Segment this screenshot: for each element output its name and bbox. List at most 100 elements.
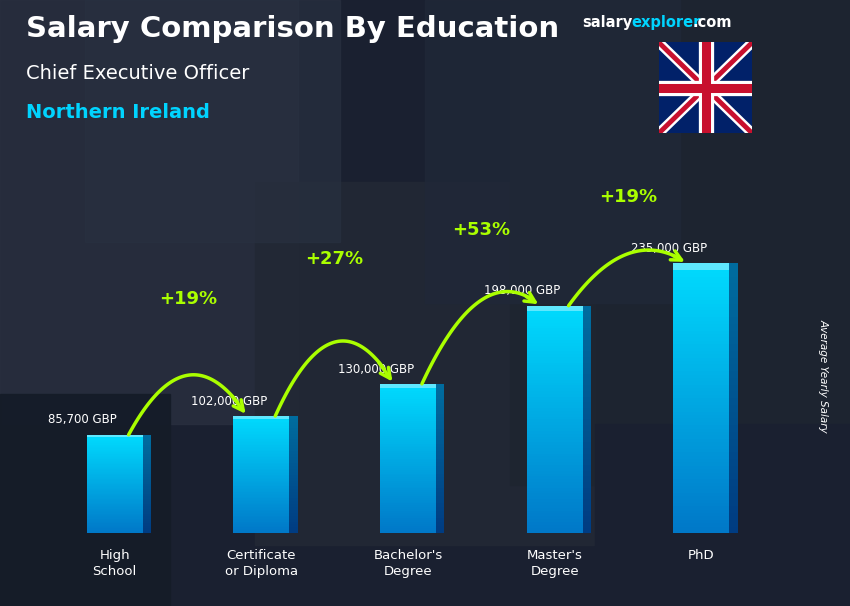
Bar bbox=[289, 507, 297, 510]
Bar bbox=[234, 476, 289, 478]
Bar bbox=[729, 419, 738, 425]
Bar bbox=[729, 338, 738, 344]
Bar bbox=[87, 512, 143, 513]
Bar bbox=[87, 511, 143, 512]
Bar bbox=[673, 307, 729, 310]
Bar bbox=[729, 405, 738, 411]
Bar bbox=[527, 362, 582, 365]
Bar bbox=[87, 490, 143, 491]
Bar bbox=[436, 496, 445, 500]
Bar bbox=[289, 524, 297, 527]
Bar bbox=[527, 516, 582, 519]
Bar bbox=[527, 502, 582, 505]
Bar bbox=[436, 433, 445, 436]
Bar bbox=[289, 484, 297, 487]
Bar bbox=[582, 528, 591, 533]
Bar bbox=[527, 445, 582, 448]
Bar bbox=[234, 416, 289, 419]
Bar bbox=[673, 310, 729, 314]
Bar bbox=[380, 388, 436, 390]
Bar bbox=[673, 425, 729, 428]
Bar bbox=[143, 457, 151, 459]
Bar bbox=[234, 454, 289, 456]
Bar bbox=[673, 301, 729, 304]
Bar bbox=[729, 324, 738, 331]
Bar bbox=[87, 508, 143, 510]
Bar bbox=[380, 488, 436, 490]
Bar bbox=[527, 473, 582, 476]
Bar bbox=[380, 494, 436, 496]
Bar bbox=[234, 463, 289, 464]
Bar bbox=[234, 444, 289, 445]
Bar bbox=[527, 525, 582, 528]
Bar bbox=[582, 317, 591, 323]
Bar bbox=[673, 482, 729, 486]
Bar bbox=[234, 434, 289, 435]
Bar bbox=[729, 493, 738, 499]
Text: 198,000 GBP: 198,000 GBP bbox=[484, 284, 560, 298]
Bar bbox=[729, 445, 738, 452]
Bar bbox=[436, 395, 445, 399]
Bar bbox=[234, 524, 289, 526]
Bar bbox=[436, 514, 445, 518]
Bar bbox=[87, 452, 143, 453]
Bar bbox=[380, 507, 436, 509]
Bar bbox=[87, 489, 143, 490]
Bar bbox=[289, 492, 297, 495]
Bar bbox=[234, 517, 289, 519]
Bar bbox=[87, 477, 143, 478]
Bar bbox=[380, 518, 436, 520]
Bar bbox=[380, 502, 436, 504]
Bar bbox=[234, 498, 289, 499]
Bar bbox=[582, 499, 591, 505]
Bar bbox=[380, 412, 436, 414]
Bar bbox=[234, 460, 289, 462]
Bar bbox=[673, 317, 729, 321]
Bar bbox=[436, 522, 445, 526]
Bar bbox=[87, 435, 143, 436]
Bar bbox=[673, 527, 729, 530]
Bar bbox=[289, 487, 297, 489]
Bar bbox=[234, 459, 289, 460]
Bar bbox=[234, 435, 289, 436]
Text: +53%: +53% bbox=[452, 221, 510, 239]
Bar bbox=[289, 460, 297, 463]
Text: .com: .com bbox=[693, 15, 732, 30]
Bar bbox=[234, 510, 289, 511]
Bar bbox=[289, 510, 297, 513]
Bar bbox=[527, 425, 582, 428]
Bar bbox=[380, 483, 436, 485]
Bar bbox=[673, 456, 729, 459]
Bar bbox=[380, 473, 436, 475]
Bar bbox=[380, 397, 436, 399]
Bar bbox=[673, 479, 729, 482]
Bar bbox=[289, 519, 297, 522]
Bar bbox=[673, 432, 729, 435]
Bar bbox=[289, 530, 297, 533]
Bar bbox=[673, 385, 729, 388]
Bar bbox=[527, 493, 582, 496]
Bar bbox=[87, 520, 143, 521]
Bar bbox=[673, 391, 729, 395]
Text: +19%: +19% bbox=[159, 290, 217, 308]
Bar bbox=[673, 398, 729, 402]
Bar bbox=[436, 440, 445, 444]
Bar bbox=[380, 511, 436, 513]
Bar bbox=[87, 532, 143, 533]
Bar bbox=[673, 435, 729, 439]
Bar bbox=[85, 0, 340, 242]
Bar bbox=[87, 524, 143, 525]
Bar bbox=[143, 513, 151, 516]
Bar bbox=[436, 492, 445, 496]
Bar bbox=[527, 368, 582, 371]
Bar bbox=[582, 408, 591, 414]
Bar bbox=[527, 417, 582, 419]
Bar bbox=[380, 408, 436, 410]
Bar bbox=[436, 418, 445, 421]
Bar bbox=[380, 428, 436, 430]
Bar bbox=[380, 455, 436, 457]
Bar bbox=[527, 320, 582, 323]
Bar bbox=[87, 467, 143, 468]
Bar bbox=[289, 434, 297, 436]
Bar bbox=[673, 405, 729, 408]
